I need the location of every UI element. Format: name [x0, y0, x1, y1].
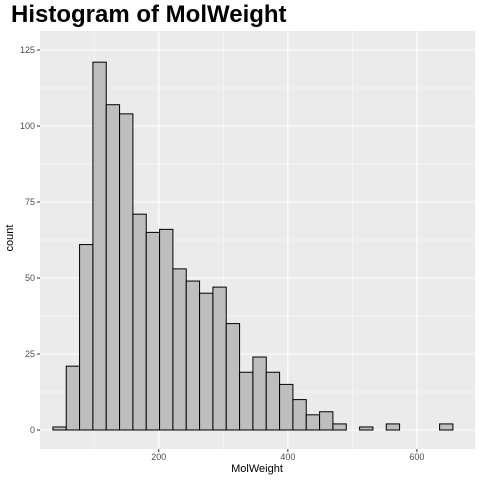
x-tick-label: 400 [280, 452, 295, 462]
histogram-bar [385, 423, 401, 431]
chart-title: Histogram of MolWeight [11, 1, 287, 28]
histogram-bar [359, 426, 374, 431]
histogram-bar [105, 104, 121, 431]
x-axis-title: MolWeight [231, 463, 283, 475]
histogram-bar [225, 323, 241, 431]
x-tick-label: 200 [151, 452, 166, 462]
histogram-bar [79, 244, 94, 431]
y-tick-label: 125 [20, 45, 35, 55]
histogram-bar [319, 411, 334, 431]
histogram-bar [65, 365, 81, 431]
histogram-bar [52, 426, 67, 431]
histogram-bar [332, 423, 347, 431]
y-tick-label: 100 [20, 121, 35, 131]
histogram-bar [145, 231, 161, 431]
histogram-bar [159, 228, 174, 431]
histogram-bar [132, 213, 147, 431]
x-axis: 200 400 600 [151, 449, 424, 462]
y-axis: 0 25 50 75 100 125 [20, 45, 40, 435]
histogram-bar [305, 414, 321, 431]
y-tick-label: 75 [25, 197, 35, 207]
histogram-bar [92, 61, 107, 431]
histogram-bar [172, 268, 187, 431]
histogram-bar [119, 113, 134, 431]
y-axis-title: count [4, 225, 16, 252]
histogram-bar [199, 292, 214, 431]
histogram-bar [239, 371, 254, 431]
y-tick-label: 25 [25, 349, 35, 359]
histogram-bar [212, 286, 227, 431]
x-tick-label: 600 [409, 452, 424, 462]
histogram-bar [279, 383, 294, 431]
histogram-bars [52, 61, 454, 431]
histogram-bar [265, 371, 281, 431]
histogram-bar [439, 423, 454, 431]
histogram-bar [185, 280, 201, 431]
y-tick-label: 0 [30, 425, 35, 435]
y-tick-label: 50 [25, 273, 35, 283]
histogram-bar [252, 356, 267, 431]
histogram-bar [292, 399, 307, 431]
